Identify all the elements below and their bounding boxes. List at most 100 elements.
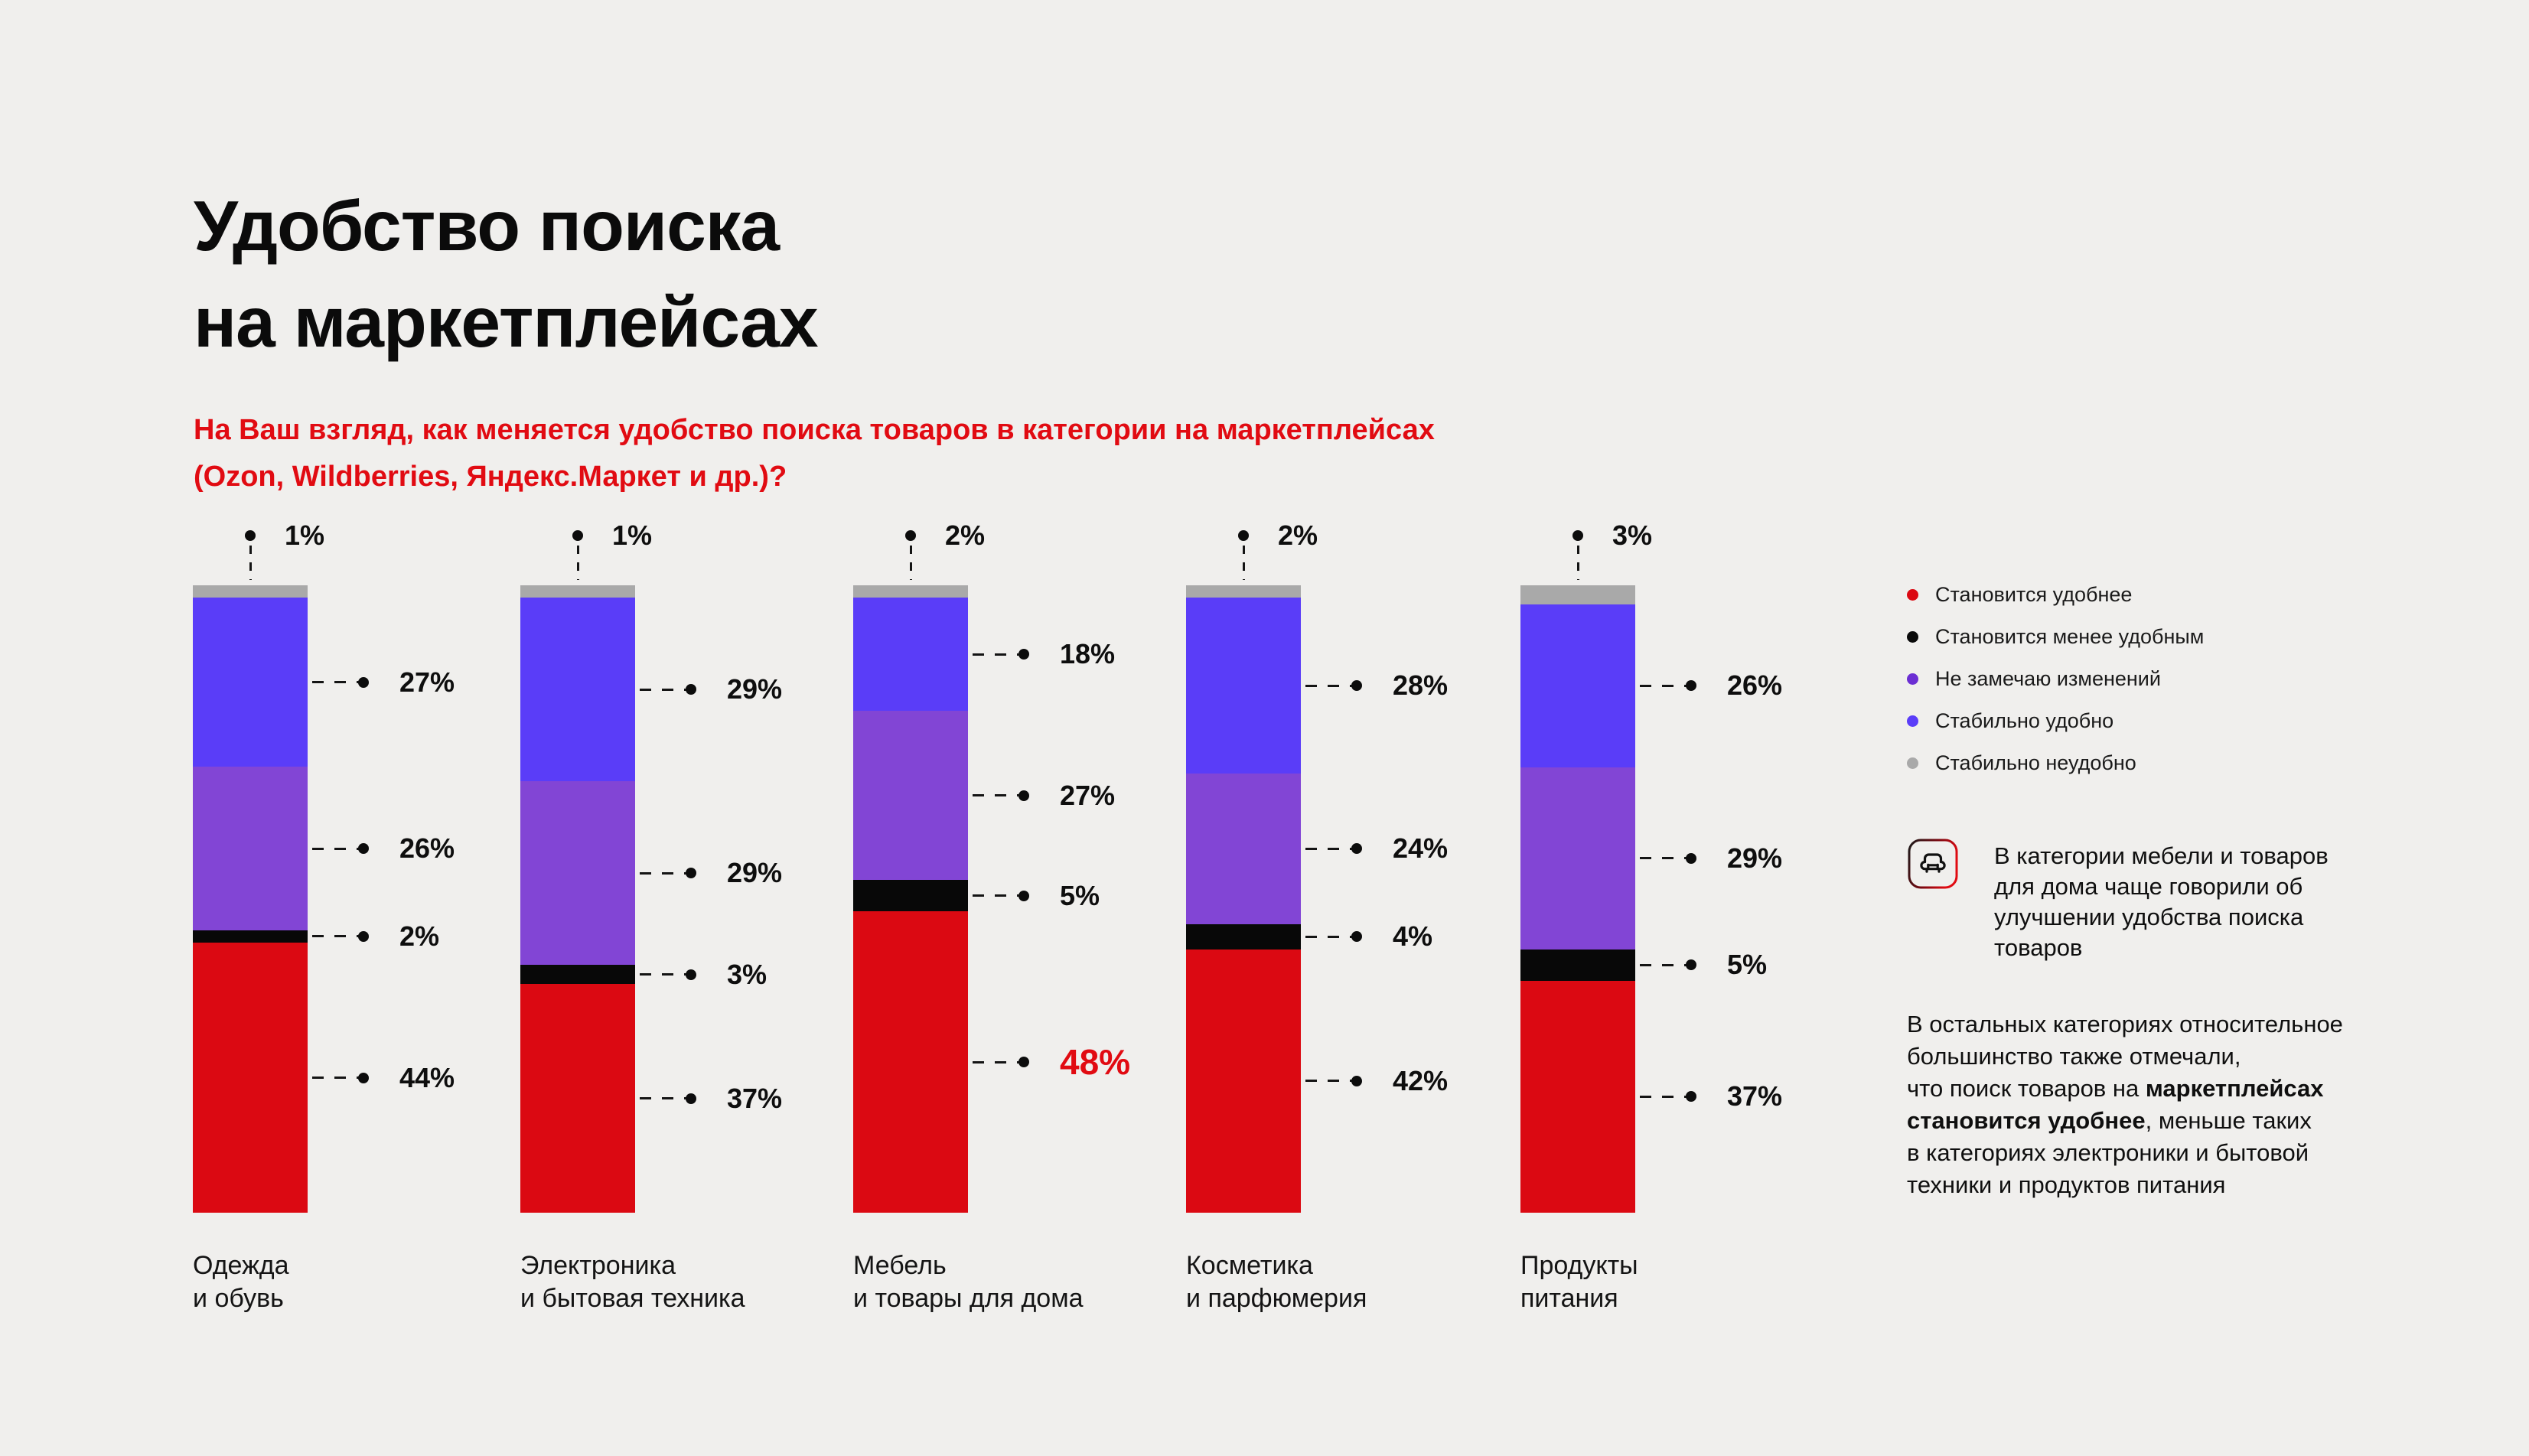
bar-segment-no-change — [853, 711, 968, 881]
value-label: 37% — [727, 1082, 783, 1114]
bar-segment-stably-comfortable — [520, 598, 635, 782]
note-text-end: , меньше таких в категориях электроники … — [1907, 1107, 2312, 1198]
bar-1 — [520, 585, 635, 1213]
legend-item-label: Не замечаю изменений — [1935, 666, 2161, 690]
value-label: 48% — [1060, 1042, 1131, 1083]
bar-segment-more-comfortable — [193, 943, 308, 1213]
connector-dot — [905, 530, 916, 541]
category-label: Электроника и бытовая техника — [520, 1251, 745, 1313]
legend-item: Стабильно неудобно — [1907, 750, 2204, 776]
connector-line — [640, 871, 687, 875]
connector-line — [909, 546, 912, 580]
connector-dot — [245, 530, 256, 541]
connector-dot — [358, 1072, 369, 1083]
value-label: 4% — [1393, 920, 1433, 953]
legend-item-label: Становится удобнее — [1935, 582, 2133, 606]
connector-line — [576, 546, 579, 580]
connector-dot — [1686, 852, 1696, 864]
insight-icon — [1908, 839, 1958, 893]
bar-segment-stably-uncomfortable — [1520, 585, 1635, 604]
value-label: 2% — [1278, 520, 1318, 551]
bar-segment-stably-comfortable — [1186, 598, 1301, 774]
category-label: Одежда и обувь — [193, 1251, 289, 1313]
value-label: 29% — [1727, 842, 1783, 874]
bar-segment-less-comfortable — [193, 930, 308, 943]
value-label: 3% — [1612, 520, 1653, 551]
connector-dot — [1572, 530, 1583, 541]
connector-dot — [1351, 1075, 1362, 1086]
connector-dot — [358, 676, 369, 688]
value-label: 27% — [1060, 779, 1116, 811]
bar-segment-no-change — [1186, 774, 1301, 924]
bar-segment-stably-comfortable — [193, 598, 308, 767]
value-label: 24% — [1393, 832, 1449, 865]
bar-3 — [1186, 585, 1301, 1213]
connector-line — [973, 794, 1020, 797]
legend-item: Становится менее удобным — [1907, 624, 2204, 650]
connector-line — [1305, 935, 1353, 938]
note-text: В остальных категориях относительное бол… — [1907, 1008, 2496, 1201]
value-label: 18% — [1060, 638, 1116, 670]
connector-line — [1640, 857, 1687, 860]
value-label: 27% — [399, 666, 455, 698]
legend-item-label: Становится менее удобным — [1935, 624, 2205, 648]
connector-line — [312, 681, 360, 684]
bar-segment-stably-comfortable — [853, 598, 968, 711]
bar-segment-stably-uncomfortable — [193, 585, 308, 598]
bar-segment-stably-comfortable — [1520, 604, 1635, 767]
legend: Становится удобнее Становится менее удобн… — [1907, 581, 2204, 776]
value-label: 1% — [285, 520, 325, 551]
value-label: 44% — [399, 1061, 455, 1093]
connector-line — [1576, 546, 1579, 580]
connector-line — [1305, 1080, 1353, 1083]
connector-line — [640, 1097, 687, 1100]
connector-dot — [358, 843, 369, 854]
value-label: 29% — [727, 673, 783, 705]
legend-item: Стабильно удобно — [1907, 708, 2204, 734]
connector-line — [973, 894, 1020, 897]
value-label: 1% — [612, 520, 653, 551]
connector-line — [640, 973, 687, 976]
value-label: 29% — [727, 857, 783, 889]
connector-line — [640, 688, 687, 691]
connector-dot — [686, 684, 696, 695]
connector-line — [312, 847, 360, 850]
insight-text: В категории мебели и товаров для дома ча… — [1994, 842, 2329, 961]
connector-line — [1305, 847, 1353, 850]
value-label: 5% — [1060, 879, 1100, 911]
connector-line — [1640, 684, 1687, 687]
connector-dot — [1351, 931, 1362, 943]
value-label: 26% — [1727, 669, 1783, 702]
connector-line — [312, 935, 360, 938]
legend-dot — [1907, 673, 1918, 685]
bar-segment-more-comfortable — [1520, 980, 1635, 1213]
note-text-start: В остальных категориях относительное бол… — [1907, 1011, 2343, 1102]
connector-dot — [686, 969, 696, 980]
category-label: Продукты питания — [1520, 1251, 1638, 1313]
question-subtitle: На Ваш взгляд, как меняется удобство пои… — [194, 414, 1435, 493]
connector-dot — [686, 868, 696, 879]
bar-segment-stably-uncomfortable — [520, 585, 635, 598]
connector-dot — [1018, 649, 1029, 660]
value-label: 2% — [399, 920, 440, 952]
value-label: 5% — [1727, 949, 1768, 981]
bar-segment-stably-uncomfortable — [853, 585, 968, 598]
legend-dot — [1907, 588, 1918, 601]
bar-segment-no-change — [1520, 767, 1635, 949]
connector-line — [1242, 546, 1245, 580]
connector-dot — [358, 930, 369, 942]
note-text-bold: маркетплейсах становится удобнее — [1907, 1075, 2324, 1134]
legend-item: Становится удобнее — [1907, 581, 2204, 607]
category-label: Мебель и товары для дома — [853, 1251, 1084, 1313]
bar-segment-less-comfortable — [1520, 949, 1635, 981]
legend-dot — [1907, 630, 1918, 643]
connector-dot — [1018, 1057, 1029, 1068]
connector-line — [312, 1077, 360, 1079]
value-label: 3% — [727, 958, 767, 990]
connector-dot — [1351, 843, 1362, 855]
connector-line — [1640, 963, 1687, 966]
value-label: 37% — [1727, 1080, 1783, 1112]
legend-dot — [1907, 757, 1918, 769]
bar-segment-no-change — [520, 781, 635, 966]
